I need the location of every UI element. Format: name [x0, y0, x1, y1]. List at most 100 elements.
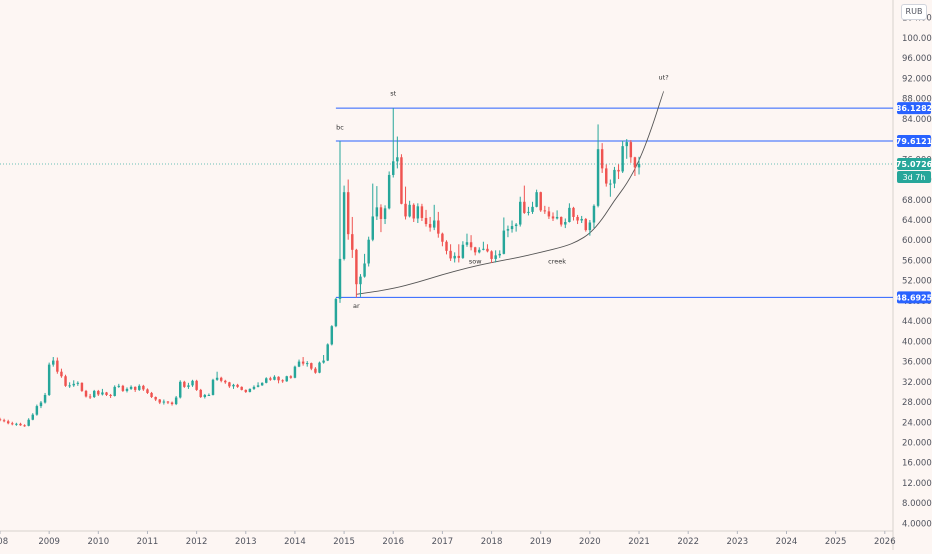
candle-body: [527, 211, 530, 213]
candle: [510, 220, 514, 233]
candle-body: [580, 218, 583, 221]
y-tick-label: 64.0000: [902, 216, 932, 226]
candle-body: [170, 402, 174, 405]
candle: [228, 381, 231, 388]
candle: [617, 164, 620, 180]
candle: [469, 235, 473, 251]
candle: [449, 244, 452, 261]
y-tick-label: 20.0000: [902, 439, 932, 449]
candle-body: [330, 326, 334, 345]
candle: [318, 361, 321, 374]
y-tick-label: 56.0000: [902, 256, 932, 266]
candle-body: [19, 423, 22, 426]
candle: [531, 201, 534, 214]
candle-body: [371, 216, 374, 240]
candle: [486, 244, 489, 253]
candle-body: [310, 363, 313, 369]
countdown-tag: [897, 170, 931, 183]
candle-body: [400, 157, 403, 204]
annotation-label: st: [390, 90, 396, 98]
y-tick-label: 4.0000: [902, 519, 932, 529]
candle: [416, 203, 420, 224]
x-tick-label: 2009: [38, 537, 60, 547]
candle-body: [88, 396, 92, 398]
candle: [527, 206, 530, 216]
candle-body: [383, 208, 387, 219]
candle-body: [228, 382, 231, 387]
candle-body: [334, 298, 338, 327]
current-price-text: 75.0726: [896, 160, 932, 169]
candle: [428, 216, 432, 232]
candle-body: [305, 363, 309, 365]
y-tick-label: 96.0000: [902, 54, 932, 64]
level-price-text: 86.1282: [896, 104, 932, 113]
candle-body: [543, 210, 547, 212]
candle: [400, 154, 403, 205]
candle: [555, 210, 559, 220]
candle-body: [637, 163, 641, 168]
candle-body: [125, 388, 129, 391]
candle-body: [437, 220, 440, 234]
candle: [408, 200, 411, 218]
candle-body: [478, 249, 481, 253]
candle: [174, 395, 178, 406]
candle: [273, 375, 276, 381]
candle-body: [285, 376, 288, 382]
candle: [330, 325, 334, 346]
y-tick-label: 52.0000: [902, 277, 932, 287]
candle: [514, 223, 518, 232]
candle: [154, 396, 157, 402]
candle: [203, 393, 207, 399]
candle: [437, 211, 440, 238]
candle-body: [416, 206, 420, 219]
candle: [600, 143, 604, 173]
currency-badge[interactable]: RUB: [901, 4, 927, 20]
candle: [56, 357, 59, 374]
candle-body: [281, 380, 284, 382]
candle-body: [224, 380, 227, 383]
candle-body: [252, 386, 256, 389]
candle: [109, 393, 112, 398]
candle: [310, 362, 313, 371]
candle-body: [199, 389, 202, 397]
candle: [621, 140, 624, 173]
candle-body: [6, 421, 10, 424]
candle: [68, 382, 71, 388]
candle: [293, 365, 297, 379]
candle-body: [191, 380, 194, 386]
candle: [363, 253, 366, 278]
candle-body: [129, 386, 133, 389]
x-tick-label: 008: [0, 537, 8, 547]
candle: [240, 386, 243, 391]
candle-body: [506, 229, 510, 231]
x-tick-label: 2026: [874, 537, 896, 547]
candle-body: [68, 385, 71, 387]
candle: [183, 380, 186, 388]
y-tick-label: 8.0000: [902, 499, 932, 509]
level-price-tag: [897, 291, 931, 304]
candle: [478, 247, 481, 254]
candle-body: [133, 386, 137, 390]
candle-body: [396, 157, 399, 162]
candle: [465, 233, 469, 247]
candle: [334, 297, 338, 328]
candle-body: [277, 376, 280, 381]
candle-body: [494, 255, 497, 259]
candle: [559, 216, 563, 227]
candle: [359, 274, 362, 297]
candle: [535, 189, 538, 208]
candle-body: [531, 206, 534, 212]
candle-body: [387, 174, 391, 209]
candle-body: [596, 149, 600, 206]
candle: [432, 204, 436, 231]
y-tick-label: 12.0000: [902, 479, 932, 489]
x-tick-label: 2012: [186, 537, 208, 547]
y-tick-label: 16.0000: [902, 459, 932, 469]
candle-body: [97, 390, 100, 395]
candle: [412, 203, 415, 223]
candle: [461, 241, 465, 259]
candle: [97, 389, 100, 396]
